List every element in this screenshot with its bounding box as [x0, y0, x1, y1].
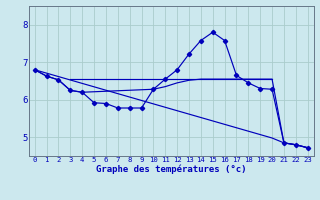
X-axis label: Graphe des températures (°c): Graphe des températures (°c)	[96, 165, 246, 174]
